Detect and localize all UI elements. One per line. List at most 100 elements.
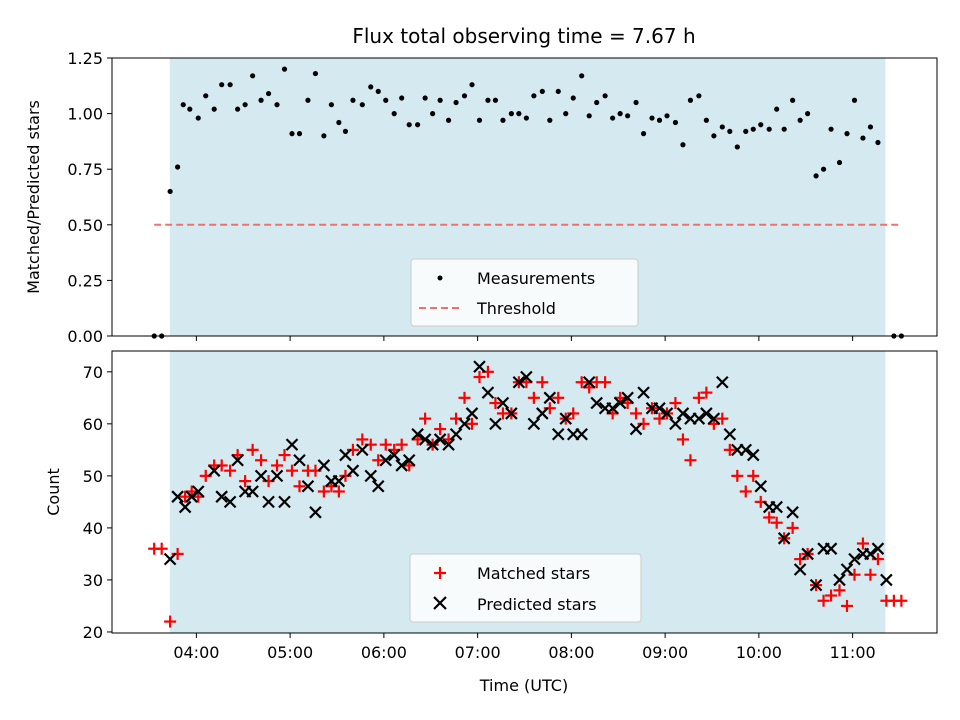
measurements-point bbox=[328, 102, 334, 108]
matched-stars-point bbox=[489, 397, 502, 410]
predicted-stars-point bbox=[449, 427, 463, 441]
predicted-stars-point bbox=[371, 479, 385, 493]
measurements-point bbox=[828, 126, 834, 132]
predicted-stars-point bbox=[739, 443, 753, 457]
x-b bbox=[723, 427, 737, 441]
predicted-stars-point bbox=[465, 407, 479, 420]
x-b bbox=[496, 396, 510, 410]
predicted-stars-point bbox=[332, 474, 346, 488]
x-b bbox=[449, 427, 463, 441]
predicted-stars-point bbox=[880, 573, 893, 587]
predicted-stars-point bbox=[505, 407, 518, 420]
predicted-stars-point bbox=[676, 407, 690, 420]
bottom-xtick-label: 08:00 bbox=[548, 643, 594, 662]
predicted-stars-point bbox=[301, 479, 315, 493]
measurements-point bbox=[687, 97, 694, 103]
measurements-point bbox=[781, 126, 787, 132]
predicted-stars-point bbox=[171, 490, 184, 503]
predicted-stars-point bbox=[582, 375, 596, 389]
x-b bbox=[371, 479, 385, 493]
x-b bbox=[707, 412, 721, 425]
measurements-point bbox=[743, 128, 749, 134]
matched-stars-point bbox=[466, 417, 478, 430]
x-b bbox=[191, 485, 205, 498]
matched-stars-point bbox=[356, 433, 369, 446]
x-b bbox=[629, 422, 643, 436]
predicted-stars-point bbox=[317, 459, 331, 472]
matched-stars-point bbox=[552, 391, 565, 404]
measurements-point bbox=[312, 70, 319, 77]
predicted-stars-point bbox=[536, 407, 549, 420]
matched-stars-point bbox=[856, 537, 869, 550]
matched-stars-point bbox=[716, 412, 729, 425]
predicted-stars-point bbox=[520, 370, 533, 384]
predicted-stars-point bbox=[512, 375, 526, 389]
x-b bbox=[301, 479, 315, 493]
top-ytick-label: 1.25 bbox=[67, 49, 103, 68]
x-b bbox=[178, 500, 192, 514]
measurements-point bbox=[219, 82, 225, 88]
bottom-xtick-label: 05:00 bbox=[267, 643, 313, 662]
predicted-stars-point bbox=[786, 506, 799, 519]
matched-stars-point bbox=[871, 553, 884, 566]
predicted-stars-point bbox=[262, 495, 275, 509]
measurements-point bbox=[649, 115, 655, 121]
predicted-stars-point bbox=[551, 427, 565, 441]
predicted-stars-point bbox=[191, 485, 205, 498]
x-b bbox=[809, 578, 823, 592]
predicted-stars-point bbox=[527, 417, 541, 431]
matched-stars-point bbox=[575, 376, 588, 389]
matched-stars-point bbox=[332, 485, 345, 498]
x-b bbox=[346, 464, 360, 477]
measurements-point bbox=[211, 106, 217, 112]
x-b bbox=[465, 407, 479, 420]
measurements-point bbox=[813, 173, 819, 179]
predicted-stars-point bbox=[669, 417, 682, 431]
measurements-point bbox=[523, 115, 529, 121]
predicted-stars-point bbox=[163, 552, 177, 566]
measurements-point bbox=[570, 95, 576, 101]
measurements-point bbox=[656, 117, 663, 123]
predicted-stars-point bbox=[346, 464, 360, 477]
predicted-stars-point bbox=[293, 453, 306, 467]
predicted-stars-point bbox=[613, 396, 627, 410]
matched-stars-point bbox=[841, 599, 853, 612]
measurements-point bbox=[508, 111, 514, 117]
measurements-point bbox=[766, 126, 772, 132]
bottom-xtick-label: 10:00 bbox=[736, 643, 782, 662]
matched-stars-point bbox=[527, 391, 540, 404]
legend-matched-marker bbox=[434, 567, 446, 579]
measurements-point bbox=[375, 88, 381, 94]
predicted-stars-point bbox=[178, 500, 192, 514]
x-b bbox=[285, 438, 299, 451]
predicted-stars-point bbox=[246, 485, 259, 498]
bottom-xtick-label: 06:00 bbox=[361, 643, 407, 662]
x-b bbox=[676, 407, 690, 420]
x-b bbox=[411, 427, 424, 441]
bottom-xtick-label: 11:00 bbox=[830, 643, 876, 662]
predicted-stars-point bbox=[864, 547, 877, 561]
measurements-point bbox=[586, 113, 592, 119]
x-b bbox=[848, 552, 861, 566]
matched-stars-point bbox=[171, 547, 184, 560]
predicted-stars-point bbox=[707, 412, 721, 425]
predicted-stars-point bbox=[223, 495, 237, 509]
x-b bbox=[613, 396, 627, 410]
predicted-stars-point bbox=[653, 401, 666, 415]
measurements-point bbox=[445, 117, 452, 123]
x-b bbox=[309, 506, 322, 519]
measurements-point bbox=[836, 159, 843, 166]
bottom-ytick-label: 30 bbox=[83, 571, 103, 590]
bottom-xlabel: Time (UTC) bbox=[479, 676, 568, 695]
x-b bbox=[637, 386, 650, 399]
x-b bbox=[402, 453, 416, 467]
measurements-point bbox=[734, 144, 740, 150]
predicted-stars-point bbox=[418, 433, 432, 446]
matched-stars-point bbox=[895, 594, 908, 607]
measurements-point bbox=[399, 95, 405, 101]
matched-stars-point bbox=[372, 454, 385, 467]
x-b bbox=[293, 453, 306, 467]
measurements-point bbox=[321, 133, 327, 139]
bottom-panel: 20 30 40 50 60 70 04:00 05:00 06:00 07:00 08:00 09:… bbox=[44, 350, 938, 695]
predicted-stars-point bbox=[496, 396, 510, 410]
